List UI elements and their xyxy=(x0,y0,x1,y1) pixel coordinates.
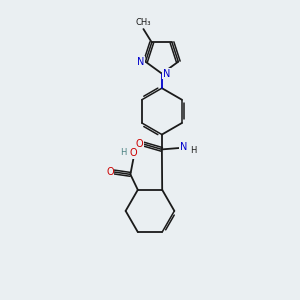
Text: O: O xyxy=(136,139,143,149)
Text: N: N xyxy=(180,142,187,152)
Text: N: N xyxy=(137,57,144,67)
Text: H: H xyxy=(120,148,126,158)
Text: H: H xyxy=(190,146,197,155)
Text: N: N xyxy=(163,69,170,79)
Text: CH₃: CH₃ xyxy=(136,18,151,27)
Text: O: O xyxy=(106,167,114,177)
Text: O: O xyxy=(130,148,137,158)
